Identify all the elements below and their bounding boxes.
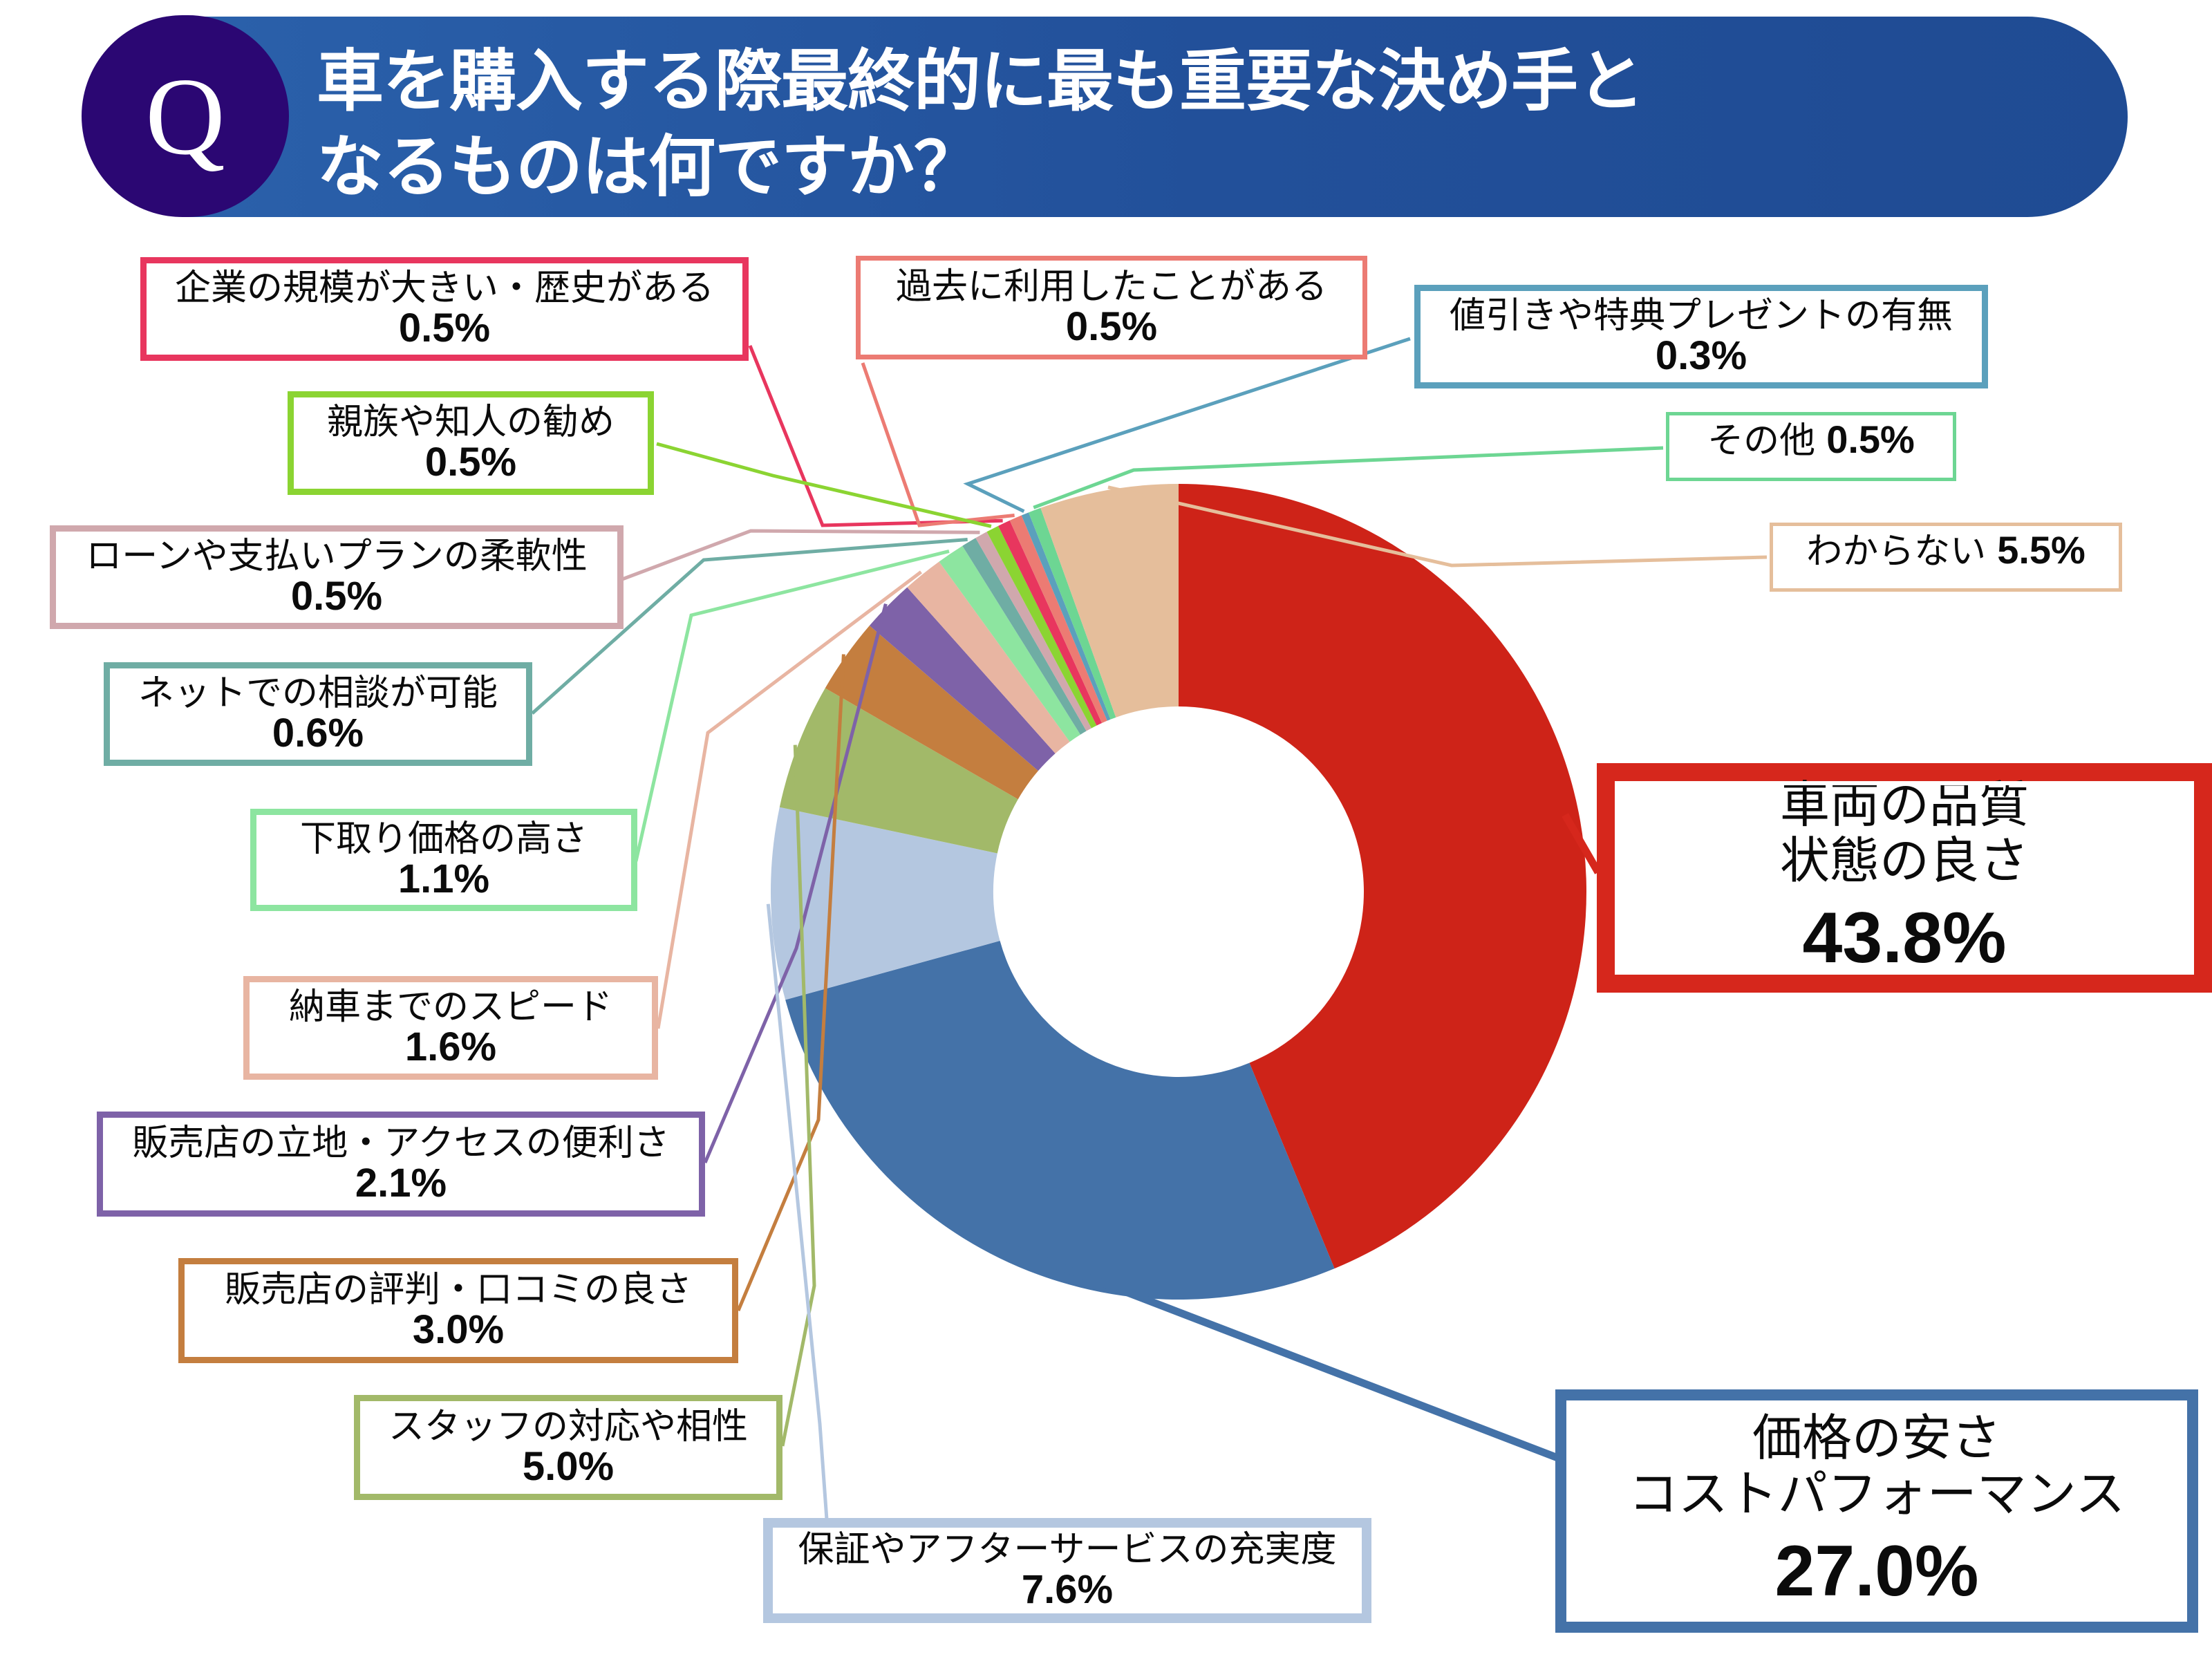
leader-line: [1107, 485, 1768, 568]
page-title: 車を購入する際最終的に最も重要な決め手と なるものは何ですか？: [317, 44, 1644, 205]
leader-line: [621, 529, 980, 581]
leader-line: [531, 537, 968, 715]
donut-slice: [785, 941, 1335, 1300]
callout-discount: 値引きや特典プレゼントの有無 0.3%: [1414, 285, 1988, 388]
callout-delivery-speed: 納車までのスピード 1.6%: [243, 976, 658, 1080]
leader-line: [656, 570, 922, 1029]
donut-slice: [869, 587, 1056, 771]
callout-value: 1.1%: [397, 856, 490, 901]
donut-slices: [771, 484, 1586, 1300]
callout-label: わからない: [1806, 532, 1987, 572]
donut-slice: [962, 538, 1087, 735]
callout-relatives: 親族や知人の勧め 0.5%: [288, 391, 654, 495]
callout-label: 過去に利用したことがある: [895, 266, 1327, 307]
callout-label: ローンや支払いプランの柔軟性: [86, 536, 588, 577]
leader-line: [766, 903, 829, 1520]
callout-label: スタッフの対応や相性: [388, 1406, 748, 1447]
leader-lines: [531, 337, 1768, 1520]
donut-slice: [1021, 512, 1111, 721]
callout-value: 2.1%: [355, 1160, 447, 1206]
leader-line: [780, 744, 816, 1447]
callout-warranty: 保証やアフターサービスの充実度 7.6%: [763, 1518, 1371, 1623]
donut-slice: [1029, 507, 1116, 720]
leader-line: [656, 442, 992, 528]
callout-label: 販売店の立地・アクセスの便利さ: [132, 1123, 670, 1163]
callout-label: ネットでの相談が可能: [138, 673, 498, 713]
callout-value: 0.5%: [290, 573, 383, 619]
callout-value: 3.0%: [412, 1306, 505, 1352]
callout-label: 下取り価格の高さ: [299, 818, 588, 859]
leader-line: [1033, 446, 1664, 509]
leader-line: [736, 654, 845, 1311]
callout-net-consult: ネットでの相談が可能 0.6%: [104, 662, 532, 766]
callout-value: 0.5%: [424, 439, 517, 485]
feature-box-quality: 車両の品質 状態の良さ 43.8%: [1597, 763, 2212, 993]
callout-tradein: 下取り価格の高さ 1.1%: [250, 809, 637, 911]
feature-label: 車両の品質 状態の良さ: [1779, 778, 2029, 889]
callout-value: 0.3%: [1655, 332, 1747, 378]
callout-label: 企業の規模が大きい・歴史がある: [174, 268, 714, 308]
callout-label: 親族や知人の勧め: [326, 402, 615, 442]
callout-dont-know: わからない 5.5%: [1770, 523, 2122, 592]
callout-store-access: 販売店の立地・アクセスの便利さ 2.1%: [97, 1112, 705, 1217]
feature-value: 43.8%: [1802, 898, 2007, 979]
feature-value: 27.0%: [1774, 1531, 1979, 1612]
leader-line: [1562, 813, 1602, 874]
callout-value: 5.0%: [522, 1443, 615, 1489]
callout-value: 0.5%: [1065, 303, 1158, 349]
leader-line: [1004, 1241, 1561, 1463]
callout-value: 0.5%: [398, 305, 491, 350]
feature-box-cheapness: 価格の安さ コストパフォーマンス 27.0%: [1555, 1389, 2198, 1633]
donut-slice: [986, 525, 1097, 729]
leader-line: [861, 362, 1015, 527]
donut-slice: [939, 545, 1080, 742]
leader-line: [703, 603, 888, 1163]
callout-past-use: 過去に利用したことがある 0.5%: [856, 256, 1367, 359]
callout-label: 保証やアフターサービスの充実度: [798, 1529, 1337, 1570]
callout-label: 値引きや特典プレゼントの有無: [1449, 295, 1953, 336]
leader-line: [963, 337, 1411, 513]
leader-line: [634, 550, 950, 862]
callout-value: 5.5%: [1997, 528, 2086, 572]
callout-value: 1.6%: [404, 1024, 497, 1069]
callout-label: その他: [1707, 421, 1816, 461]
donut-slice: [907, 561, 1070, 753]
callout-value: 0.5%: [1826, 418, 1915, 461]
donut-slice: [998, 520, 1103, 726]
callout-other: その他 0.5%: [1666, 412, 1956, 481]
donut-slice: [825, 626, 1038, 800]
question-header: Q 車を購入する際最終的に最も重要な決め手と なるものは何ですか？: [82, 15, 2128, 217]
donut-slice: [1040, 484, 1179, 718]
callout-loan: ローンや支払いプランの柔軟性 0.5%: [50, 525, 624, 629]
question-badge: Q: [82, 15, 289, 217]
donut-slice: [1009, 515, 1107, 724]
callout-label: 納車までのスピード: [288, 986, 612, 1027]
callout-company-scale: 企業の規模が大きい・歴史がある 0.5%: [140, 257, 749, 361]
callout-label: 販売店の評判・口コミの良さ: [224, 1269, 692, 1310]
feature-label: 価格の安さ コストパフォーマンス: [1628, 1411, 2126, 1522]
callout-staff: スタッフの対応や相性 5.0%: [354, 1395, 782, 1500]
callout-value: 0.6%: [272, 710, 364, 756]
callout-value: 7.6%: [1021, 1566, 1114, 1612]
callout-store-reputation: 販売店の評判・口コミの良さ 3.0%: [178, 1258, 738, 1363]
donut-slice: [1179, 484, 1586, 1269]
donut-slice: [975, 532, 1091, 731]
